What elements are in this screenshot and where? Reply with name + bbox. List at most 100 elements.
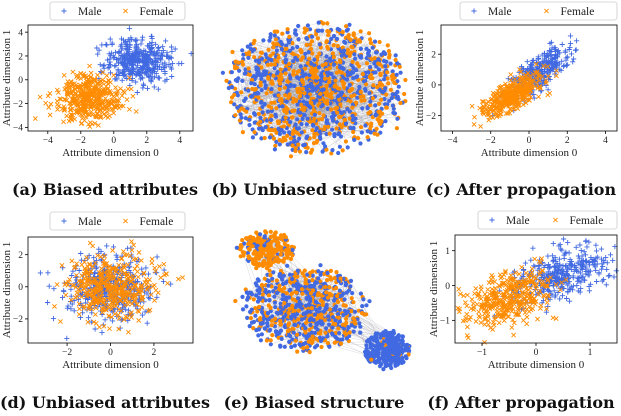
male-node <box>265 109 270 114</box>
male-node <box>373 70 378 75</box>
female-node <box>304 75 309 80</box>
female-point <box>85 281 91 287</box>
male-point <box>571 56 577 62</box>
female-node <box>377 101 382 106</box>
female-point <box>76 301 82 307</box>
female-point <box>87 120 93 125</box>
male-node <box>297 136 302 141</box>
female-node <box>294 130 299 135</box>
female-point <box>131 257 137 263</box>
female-node <box>398 100 403 106</box>
male-node <box>331 111 336 116</box>
male-node <box>314 98 319 103</box>
male-node <box>278 328 284 333</box>
y-tick-label: 0 <box>18 283 23 293</box>
male-node <box>281 314 286 319</box>
female-node <box>327 307 332 312</box>
female-node <box>279 245 284 250</box>
female-point <box>92 86 98 92</box>
female-node <box>249 77 255 83</box>
female-node <box>244 109 249 114</box>
male-node <box>277 131 282 137</box>
female-node <box>393 57 398 63</box>
male-point <box>59 295 66 301</box>
male-node <box>245 44 250 49</box>
male-point <box>106 51 112 57</box>
male-node <box>314 321 319 326</box>
female-point <box>94 288 100 294</box>
male-node <box>396 352 401 357</box>
female-node <box>339 70 344 75</box>
female-point <box>497 100 503 106</box>
x-tick-label: 4 <box>603 136 608 146</box>
female-point <box>147 307 153 313</box>
female-point <box>481 104 487 110</box>
female-point <box>100 70 106 75</box>
male-node <box>277 142 282 147</box>
male-point <box>113 62 119 69</box>
male-node <box>263 52 268 57</box>
male-node <box>338 294 343 299</box>
female-point <box>89 91 95 97</box>
axes-frame <box>27 24 194 132</box>
male-node <box>283 67 288 72</box>
male-node <box>393 92 398 97</box>
female-node <box>295 349 300 354</box>
female-point <box>161 272 167 278</box>
male-point <box>68 306 74 312</box>
male-node <box>240 48 245 53</box>
male-node <box>364 303 369 308</box>
female-node <box>336 299 341 305</box>
female-node <box>310 334 315 339</box>
male-point <box>531 95 537 101</box>
male-node <box>288 120 293 125</box>
female-point <box>118 268 123 274</box>
legend-frame <box>49 211 186 231</box>
female-node <box>350 105 355 110</box>
male-node <box>301 342 306 347</box>
male-node <box>393 349 398 354</box>
x-axis-label: Attribute dimension 0 <box>481 147 578 159</box>
female-node <box>344 331 349 336</box>
female-point <box>124 97 130 103</box>
male-node <box>399 339 404 344</box>
female-node <box>289 115 295 120</box>
female-point <box>136 317 142 323</box>
male-node <box>308 27 313 32</box>
female-node <box>273 316 278 321</box>
female-point <box>47 90 53 96</box>
legend-female-marker <box>123 218 128 224</box>
male-point <box>149 33 155 39</box>
male-point <box>164 77 170 83</box>
female-point <box>76 94 82 100</box>
male-node <box>294 126 300 131</box>
male-node <box>295 102 300 107</box>
female-point <box>161 261 167 267</box>
male-point <box>555 48 561 54</box>
female-node <box>278 67 283 72</box>
female-point <box>486 117 492 123</box>
female-point <box>92 98 97 104</box>
male-point <box>124 57 131 63</box>
male-node <box>332 306 337 311</box>
male-node <box>350 291 355 296</box>
female-point <box>70 69 76 75</box>
female-node <box>277 283 282 288</box>
male-node <box>303 51 308 56</box>
male-node <box>244 304 249 309</box>
male-node <box>274 310 279 315</box>
female-point <box>132 266 138 272</box>
male-point <box>541 51 547 57</box>
female-node <box>310 51 315 56</box>
male-node <box>268 35 273 40</box>
male-node <box>366 48 372 54</box>
female-node <box>290 253 295 258</box>
female-point <box>148 292 154 298</box>
female-point <box>471 121 477 127</box>
female-point <box>70 112 76 118</box>
male-node <box>332 134 337 139</box>
male-node <box>272 294 277 299</box>
male-point <box>570 59 576 65</box>
male-point <box>160 52 166 58</box>
female-node <box>322 76 328 81</box>
